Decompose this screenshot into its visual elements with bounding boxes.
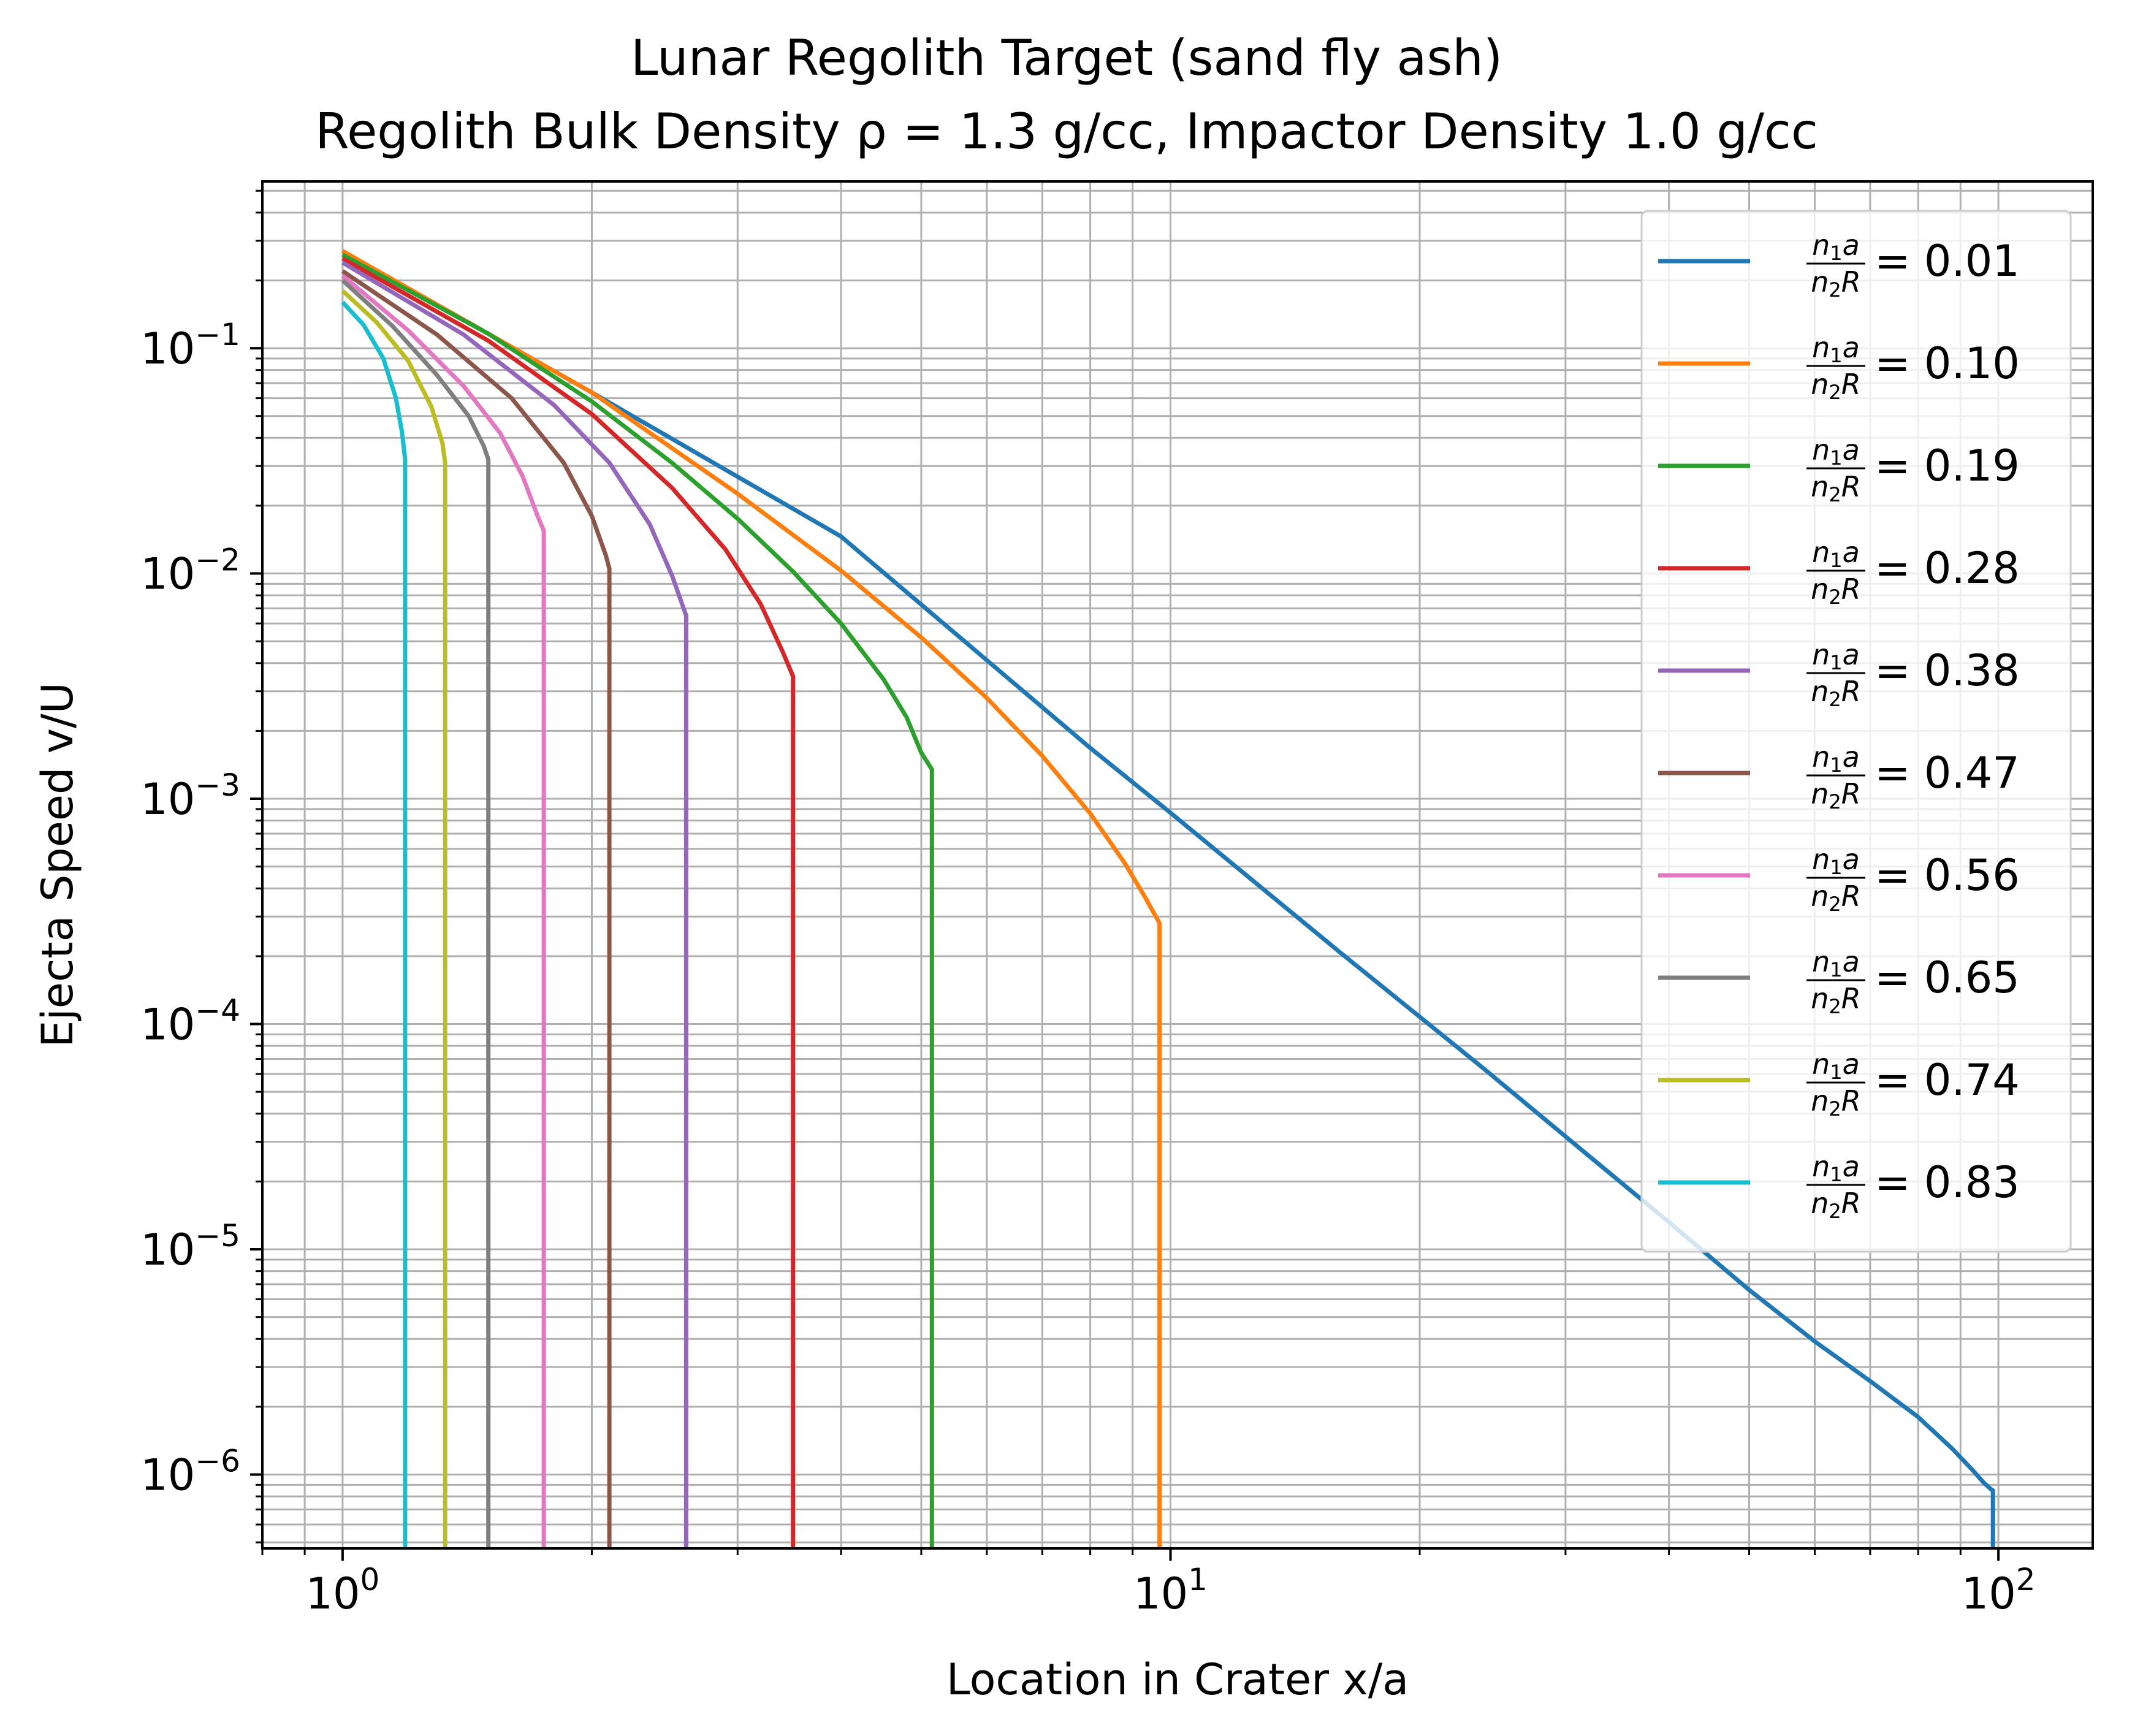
series-line-10: [341, 300, 408, 1548]
legend-fraction-numerator: n1a: [1812, 331, 1860, 367]
series-line-2: [341, 249, 1162, 1548]
series-line-8: [341, 278, 491, 1548]
legend-label: = 0.01: [1875, 236, 2020, 286]
legend-box: [1640, 210, 2072, 1253]
series-lines: [341, 249, 1995, 1548]
series-line-9: [341, 289, 447, 1548]
legend-fraction-numerator: n1a: [1812, 536, 1860, 572]
series-line-5: [341, 261, 688, 1548]
x-tick-label: 100: [305, 1562, 379, 1619]
legend-label: = 0.74: [1875, 1055, 2020, 1105]
legend-fraction-denominator: n2R: [1811, 1084, 1860, 1121]
series-line-1: [341, 249, 1995, 1548]
y-tick-label: 10−5: [140, 1218, 240, 1275]
chart-title: Lunar Regolith Target (sand fly ash): [631, 29, 1502, 86]
legend-fraction-numerator: n1a: [1812, 638, 1860, 674]
series-line-4: [341, 256, 796, 1548]
chart-subtitle: Regolith Bulk Density ρ = 1.3 g/cc, Impa…: [315, 103, 1818, 160]
y-tick-label: 10−4: [140, 993, 240, 1050]
legend-fraction-numerator: n1a: [1812, 740, 1860, 777]
legend-label: = 0.56: [1875, 850, 2020, 900]
series-line-7: [341, 274, 546, 1548]
legend-fraction-denominator: n2R: [1811, 470, 1860, 506]
legend-fraction-numerator: n1a: [1812, 433, 1860, 470]
y-axis-label: Ejecta Speed v/U: [32, 682, 83, 1048]
series-line-6: [341, 269, 612, 1548]
y-tick-label: 10−6: [140, 1444, 240, 1501]
legend-label: = 0.19: [1875, 441, 2020, 491]
legend-fraction-numerator: n1a: [1812, 945, 1860, 981]
legend-label: = 0.65: [1875, 953, 2020, 1003]
legend-fraction-denominator: n2R: [1811, 982, 1860, 1018]
legend-fraction-denominator: n2R: [1811, 675, 1860, 711]
legend-label: = 0.28: [1875, 543, 2020, 593]
legend-fraction-denominator: n2R: [1811, 368, 1860, 404]
legend-fraction-denominator: n2R: [1811, 265, 1860, 302]
legend-fraction-denominator: n2R: [1811, 880, 1860, 916]
legend-fraction-numerator: n1a: [1812, 843, 1860, 879]
x-axis-label: Location in Crater x/a: [946, 1654, 1409, 1705]
x-tick-label: 102: [1962, 1562, 2036, 1619]
x-tick-label: 101: [1133, 1562, 1208, 1619]
legend-fraction-numerator: n1a: [1812, 1048, 1860, 1084]
y-tick-label: 10−3: [140, 767, 240, 824]
legend-fraction-denominator: n2R: [1811, 573, 1860, 609]
y-tick-label: 10−1: [140, 317, 240, 374]
legend-fraction-denominator: n2R: [1811, 777, 1860, 813]
y-tick-label: 10−2: [140, 542, 240, 600]
legend-label: = 0.83: [1875, 1157, 2020, 1208]
legend-fraction-numerator: n1a: [1812, 1150, 1860, 1186]
legend-fraction-numerator: n1a: [1812, 229, 1860, 265]
series-line-3: [341, 253, 934, 1548]
legend-label: = 0.10: [1875, 338, 2020, 389]
legend-label: = 0.38: [1875, 645, 2020, 696]
legend-label: = 0.47: [1875, 748, 2020, 798]
plot-frame: [261, 180, 2094, 1550]
legend-fraction-denominator: n2R: [1811, 1187, 1860, 1223]
